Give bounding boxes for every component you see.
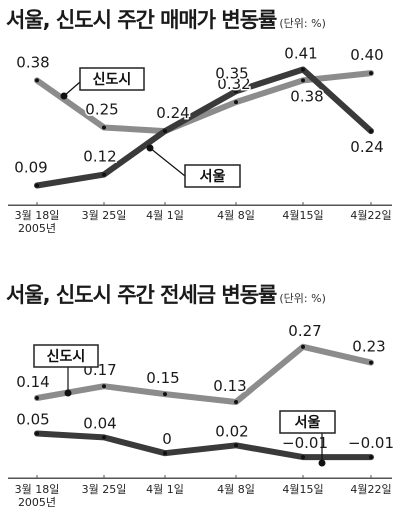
legend-leader-dot [60,92,68,100]
x-tick-label: 4월 1일 [146,208,184,222]
legend-label: 서울 [295,414,321,431]
series-line-new-town [34,343,374,405]
data-label: 0.12 [83,148,116,166]
data-label: 0.04 [83,414,116,432]
x-tick-label: 4월 8일 [217,482,255,496]
data-point [301,78,305,83]
line-chart-jeonse: 3월 18일 3월 25일 4월 1일 4월 8일 4월15일 4월22일 2005년 0.1… [8,320,395,509]
data-point [163,451,167,456]
legend-leader-line [63,81,81,97]
x-tick-label: 4월15일 [282,482,323,496]
data-label: 0.02 [215,422,248,440]
data-point [369,455,373,460]
data-label: 0.09 [14,159,47,177]
data-label: 0.24 [350,138,383,156]
data-point [234,399,238,404]
data-label: 0.13 [213,377,246,395]
data-point [234,100,238,105]
chart-unit: (단위: %) [279,17,326,30]
legend-box [33,344,99,368]
x-axis-baseline [8,478,392,479]
legend-leader-dot [146,144,154,152]
x-tick-label: 3월 25일 [82,482,127,496]
data-label: 0.24 [156,104,189,122]
series-line-seoul [34,430,374,461]
x-tick-label: 3월 18일 [15,208,60,222]
data-point [234,443,238,448]
data-point [35,396,39,401]
data-label: 0.40 [350,46,383,64]
data-label: 0.23 [352,338,385,356]
data-label: 0.38 [16,53,49,71]
data-point [234,89,238,94]
legend-label: 서울 [200,168,226,185]
chart-title: 서울, 신도시 주간 매매가 변동률 (단위: %) [6,4,326,34]
data-label: −0.01 [282,434,328,452]
year-label: 2005년 [18,222,56,235]
data-point [163,129,167,134]
chart-panel-sale-price: 서울, 신도시 주간 매매가 변동률 (단위: %) 3월 18일 3월 25일 4월… [0,0,400,245]
chart-title: 서울, 신도시 주간 전세금 변동률 (단위: %) [6,279,326,309]
year-label: 2005년 [18,496,56,509]
legend-box [279,410,336,434]
chart-title-text: 서울, 신도시 주간 매매가 변동률 [6,8,277,32]
data-label: 0.32 [217,75,250,93]
chart-title-text: 서울, 신도시 주간 전세금 변동률 [6,283,277,307]
data-point [301,344,305,349]
data-label: 0.27 [288,322,321,340]
x-tick-label: 4월22일 [350,208,391,222]
legend-leader-dot [64,389,72,397]
x-tick-label: 3월 18일 [15,482,60,496]
series-line-seoul [34,66,374,189]
data-label: 0 [162,430,172,448]
data-label: 0.05 [16,410,49,428]
data-point [102,172,106,177]
x-tick-label: 4월22일 [350,482,391,496]
legend-label: 신도시 [47,349,86,365]
data-point [369,129,373,134]
data-point [35,183,39,188]
data-label: 0.35 [215,64,248,82]
data-label: 0.15 [146,369,179,387]
data-point [102,125,106,130]
data-point [102,384,106,389]
data-label: 0.14 [16,373,49,391]
legend-box [184,164,241,188]
x-tick-label: 4월 8일 [217,208,255,222]
x-tick-label: 4월15일 [282,208,323,222]
line-chart-sale-price: 3월 18일 3월 25일 4월 1일 4월 8일 4월15일 4월22일 2005년 0.3… [8,43,392,235]
data-label: −0.01 [348,434,394,452]
legend-box [79,67,145,91]
x-tick-label: 4월 1일 [146,482,184,496]
legend-leader-dot [318,459,326,467]
x-tick-label: 3월 25일 [82,208,127,222]
data-point [369,360,373,365]
chart-unit: (단위: %) [279,292,326,305]
x-axis-baseline [8,205,392,206]
data-label: 0.38 [290,87,323,105]
data-point [301,455,305,460]
data-label: 0.25 [85,101,118,119]
chart-panel-jeonse: 서울, 신도시 주간 전세금 변동률 (단위: %) 3월 18일 3월 25일 4월… [0,275,400,520]
data-label: 0.41 [284,45,317,63]
legend-leader-line [149,147,186,177]
data-point [369,71,373,76]
data-point [35,78,39,83]
data-point [102,435,106,440]
legend-label: 신도시 [93,72,132,88]
data-point [35,431,39,436]
data-point [163,392,167,397]
data-point [301,67,305,72]
